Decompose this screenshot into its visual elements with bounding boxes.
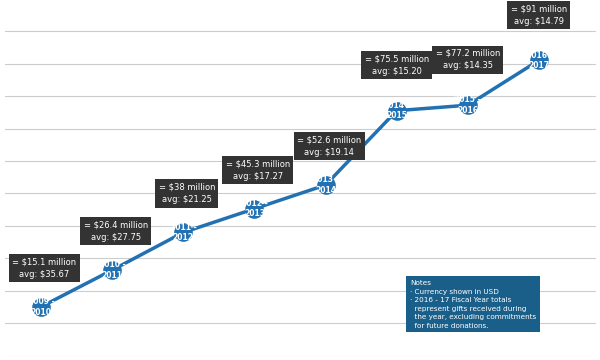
Point bbox=[107, 267, 117, 273]
Text: 2011 -
2012: 2011 - 2012 bbox=[170, 223, 197, 242]
Text: = $15.1 million
avg: $35.67: = $15.1 million avg: $35.67 bbox=[13, 257, 77, 279]
Point bbox=[392, 108, 401, 113]
Text: 2009 -
2010: 2009 - 2010 bbox=[28, 297, 55, 316]
Text: 2016 -
2017: 2016 - 2017 bbox=[526, 51, 553, 70]
Point bbox=[178, 230, 188, 235]
Point bbox=[36, 304, 46, 310]
Text: = $75.5 million
avg: $15.20: = $75.5 million avg: $15.20 bbox=[365, 54, 429, 76]
Text: 2015 -
2016: 2015 - 2016 bbox=[454, 95, 481, 115]
Text: 2014 -
2015: 2014 - 2015 bbox=[383, 101, 410, 120]
Point bbox=[534, 58, 544, 63]
Text: 2013 -
2014: 2013 - 2014 bbox=[312, 175, 339, 195]
Text: = $52.6 million
avg: $19.14: = $52.6 million avg: $19.14 bbox=[297, 135, 361, 157]
Point bbox=[463, 102, 473, 108]
Text: = $77.2 million
avg: $14.35: = $77.2 million avg: $14.35 bbox=[436, 49, 500, 71]
Text: 2012 -
2013: 2012 - 2013 bbox=[241, 199, 268, 219]
Text: = $38 million
avg: $21.25: = $38 million avg: $21.25 bbox=[158, 183, 215, 204]
Point bbox=[250, 206, 259, 212]
Text: = $26.4 million
avg: $27.75: = $26.4 million avg: $27.75 bbox=[83, 220, 148, 242]
Text: 2010 -
2011: 2010 - 2011 bbox=[99, 260, 125, 280]
Text: = $45.3 million
avg: $17.27: = $45.3 million avg: $17.27 bbox=[226, 159, 290, 181]
Point bbox=[321, 182, 331, 188]
Text: = $91 million
avg: $14.79: = $91 million avg: $14.79 bbox=[511, 4, 567, 26]
Text: Notes
· Currency shown in USD
· 2016 - 17 Fiscal Year totals
  represent gifts r: Notes · Currency shown in USD · 2016 - 1… bbox=[410, 280, 536, 329]
